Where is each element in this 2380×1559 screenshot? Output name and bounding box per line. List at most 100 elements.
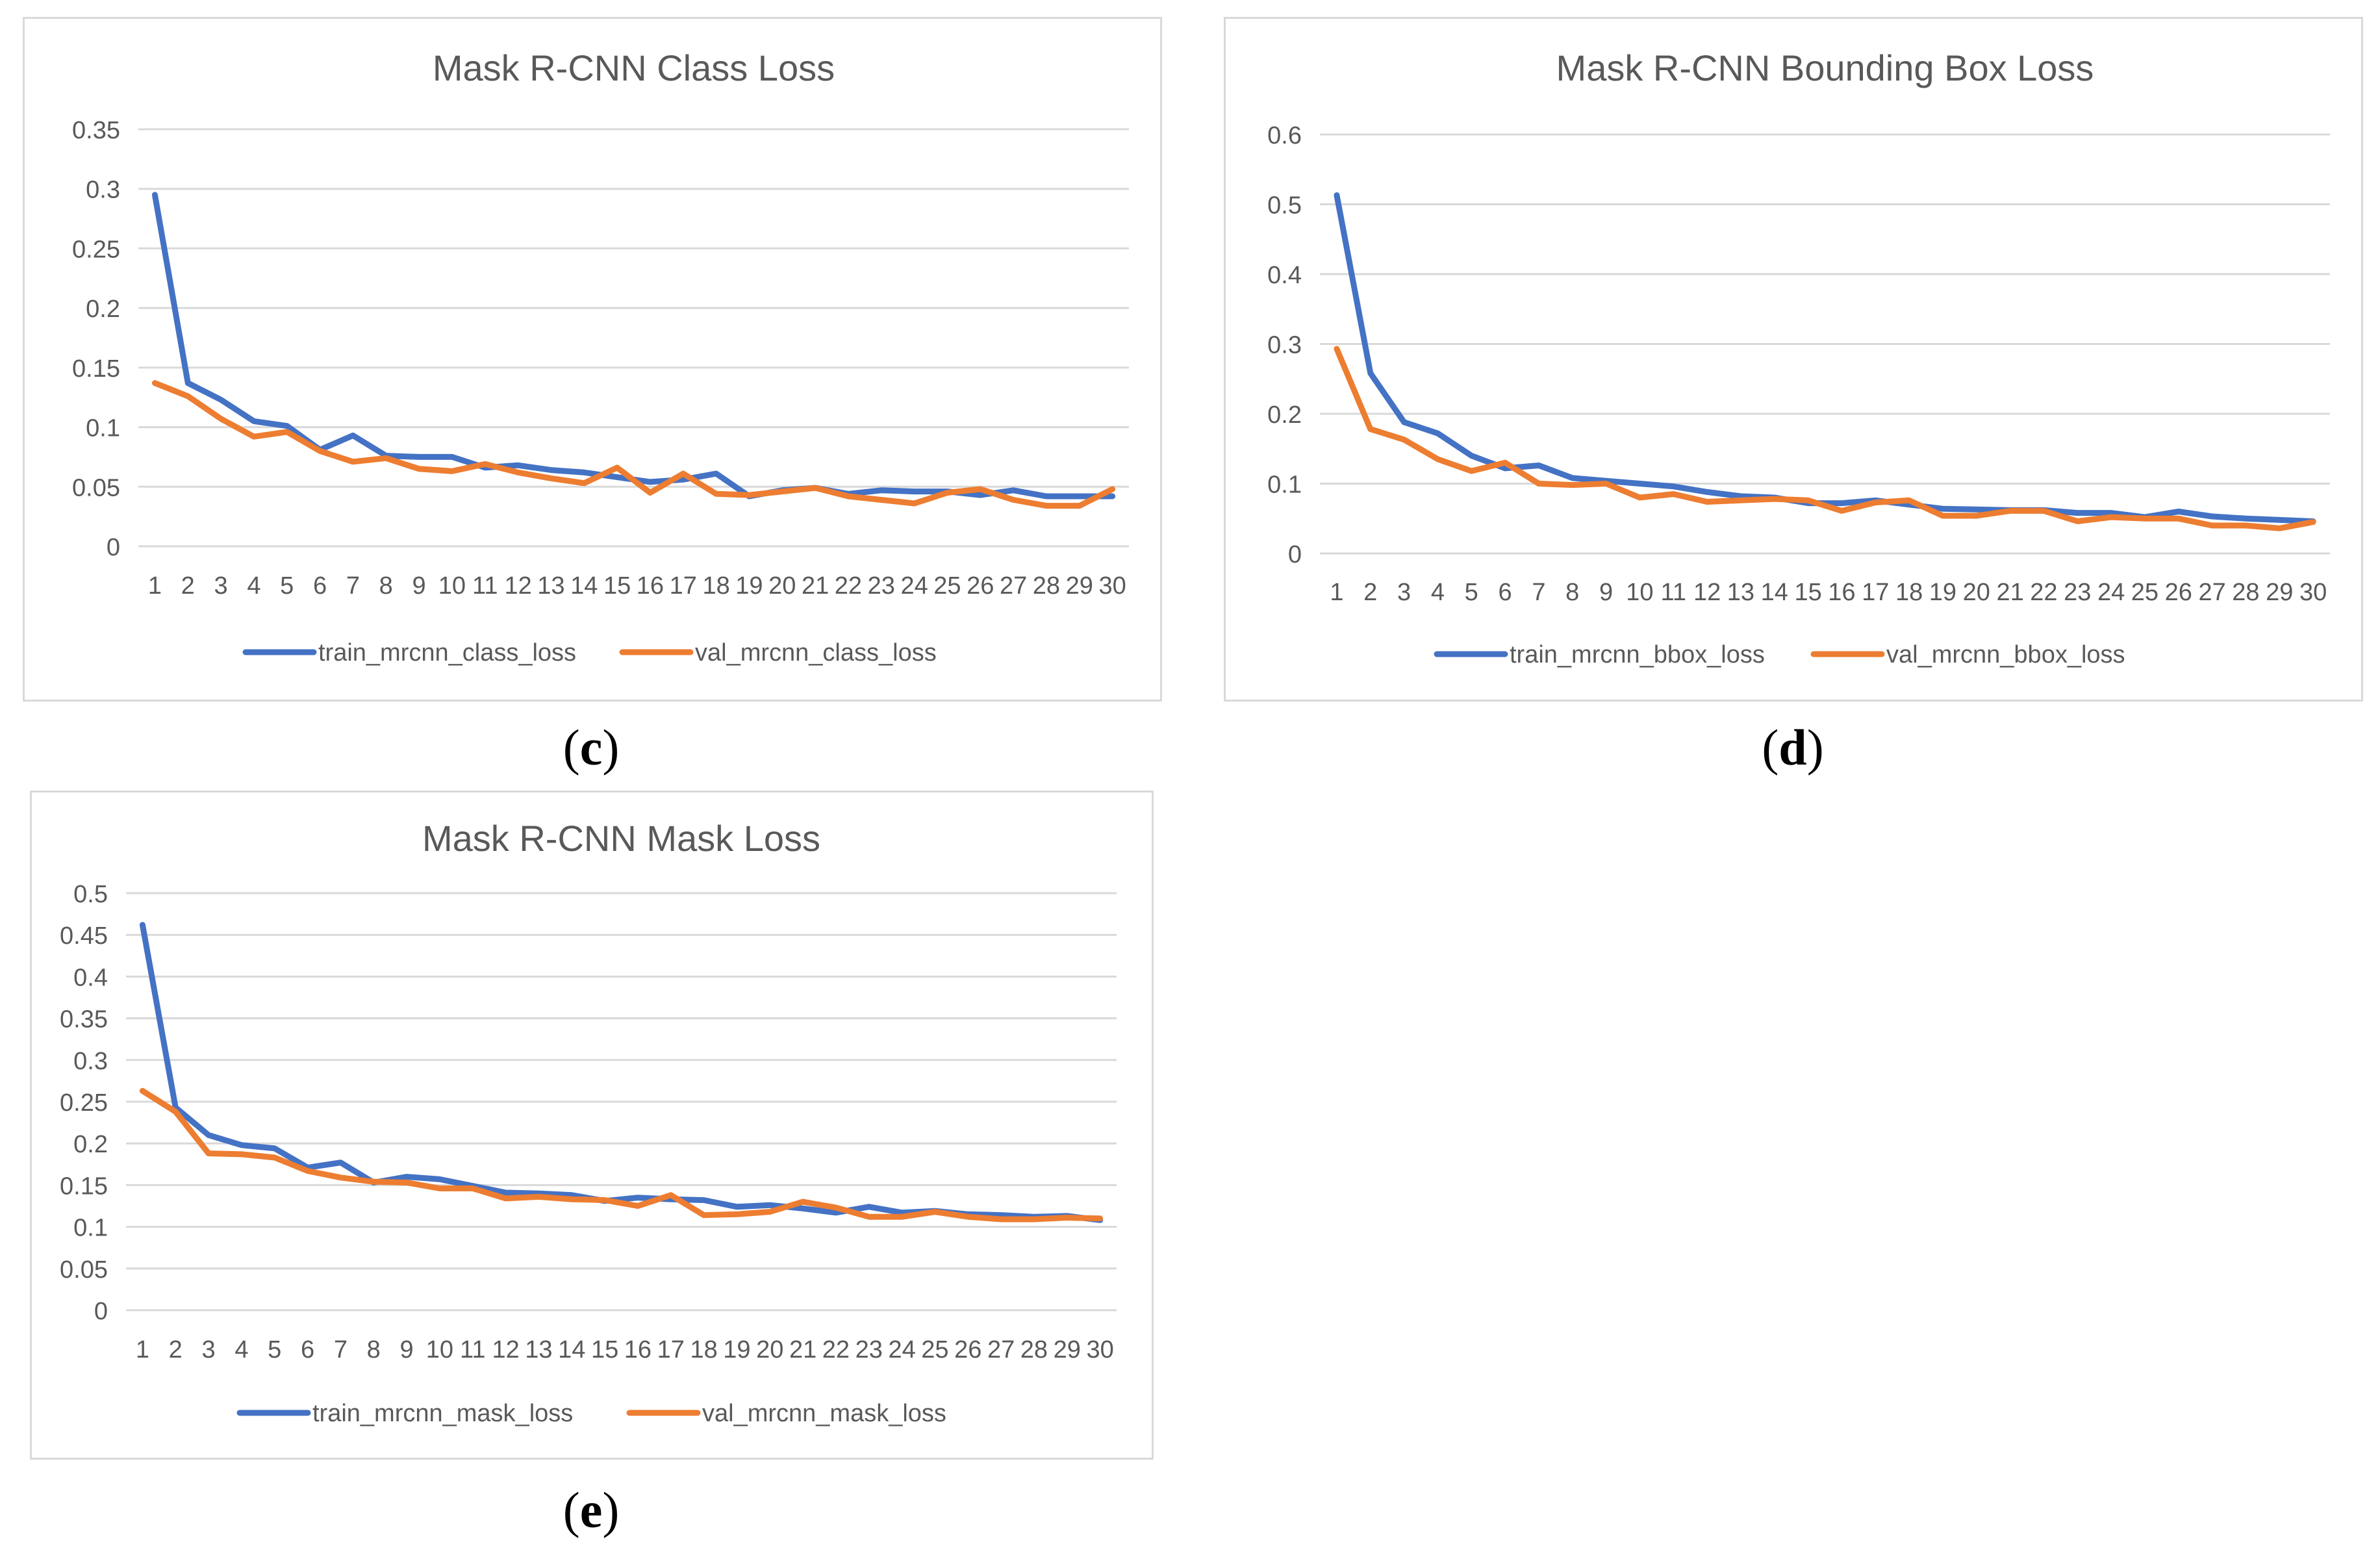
chart-title: Mask R-CNN Class Loss — [433, 47, 835, 88]
x-tick-label: 18 — [1895, 579, 1923, 606]
x-tick-label: 21 — [1996, 579, 2023, 606]
y-tick-label: 0.1 — [73, 1215, 108, 1242]
x-tick-label: 20 — [768, 572, 796, 600]
x-tick-label: 27 — [1000, 572, 1027, 600]
y-tick-label: 0.5 — [73, 881, 108, 908]
x-tick-label: 29 — [1066, 572, 1093, 600]
x-tick-label: 13 — [1727, 579, 1754, 606]
x-tick-label: 12 — [492, 1336, 519, 1363]
y-tick-label: 0.3 — [1267, 332, 1302, 359]
y-tick-label: 0 — [1288, 541, 1302, 568]
y-tick-label: 0.45 — [60, 922, 108, 950]
x-tick-label: 10 — [1626, 579, 1653, 606]
caption-d: (d) — [1762, 719, 1824, 776]
x-tick-label: 22 — [2030, 579, 2057, 606]
x-tick-label: 6 — [301, 1336, 314, 1363]
x-tick-label: 17 — [657, 1336, 685, 1363]
x-tick-label: 25 — [2131, 579, 2158, 606]
x-tick-label: 24 — [888, 1336, 915, 1363]
chart-title: Mask R-CNN Bounding Box Loss — [1556, 47, 2094, 88]
x-tick-label: 22 — [822, 1336, 850, 1363]
x-tick-label: 28 — [1033, 572, 1060, 600]
y-tick-label: 0.2 — [73, 1131, 108, 1158]
legend-label: train_mrcnn_class_loss — [318, 639, 576, 666]
legend-label: train_mrcnn_bbox_loss — [1510, 641, 1765, 668]
x-tick-label: 30 — [1098, 572, 1126, 600]
x-tick-label: 5 — [280, 572, 294, 600]
series-line-val_mrcnn_class_loss — [151, 380, 1116, 509]
chart-title: Mask R-CNN Mask Loss — [422, 818, 820, 859]
x-tick-label: 16 — [1828, 579, 1855, 606]
x-tick-label: 20 — [756, 1336, 783, 1363]
caption-c: (c) — [563, 719, 620, 776]
x-tick-label: 14 — [570, 572, 598, 600]
x-tick-label: 5 — [1465, 579, 1478, 606]
x-tick-label: 2 — [181, 572, 195, 600]
x-tick-label: 1 — [148, 572, 162, 600]
x-tick-label: 22 — [835, 572, 862, 600]
legend-label: val_mrcnn_class_loss — [695, 639, 937, 666]
y-tick-label: 0.25 — [60, 1089, 108, 1117]
y-tick-label: 0.6 — [1267, 122, 1302, 149]
y-tick-label: 0 — [94, 1298, 108, 1325]
x-tick-label: 29 — [1054, 1336, 1081, 1363]
x-tick-label: 30 — [1086, 1336, 1113, 1363]
x-tick-label: 13 — [525, 1336, 552, 1363]
x-tick-label: 9 — [412, 572, 426, 600]
chart-svg-class-loss: Mask R-CNN Class Loss 0 0.05 0.1 0.15 0.2 0.25… — [72, 47, 1129, 666]
y-tick-label: 0.2 — [1267, 401, 1302, 429]
x-tick-label: 28 — [2232, 579, 2259, 606]
chart-svg-mask-loss: Mask R-CNN Mask Loss 0 0.05 0.1 0.15 0.2 0.25 0… — [60, 818, 1117, 1427]
y-tick-label: 0.35 — [60, 1006, 108, 1033]
x-tick-label: 15 — [591, 1336, 618, 1363]
x-tick-label: 26 — [2165, 579, 2192, 606]
x-tick-label: 15 — [1794, 579, 1821, 606]
x-tick-label: 1 — [1330, 579, 1343, 606]
x-tick-label: 14 — [1761, 579, 1788, 606]
series-line-train_mrcnn_bbox_loss — [1334, 192, 2316, 524]
x-tick-label: 8 — [1565, 579, 1579, 606]
y-tick-label: 0.4 — [1267, 262, 1302, 289]
x-tick-label: 18 — [690, 1336, 717, 1363]
y-tick-label: 0.15 — [72, 355, 120, 383]
x-tick-label: 6 — [313, 572, 327, 600]
x-tick-label: 26 — [954, 1336, 981, 1363]
x-tick-label: 17 — [670, 572, 697, 600]
x-tick-label: 23 — [855, 1336, 883, 1363]
y-tick-label: 0.2 — [86, 296, 120, 323]
x-tick-label: 9 — [1599, 579, 1613, 606]
x-tick-label: 28 — [1020, 1336, 1048, 1363]
legend-label: val_mrcnn_bbox_loss — [1886, 641, 2125, 668]
legend-label: train_mrcnn_mask_loss — [312, 1400, 573, 1427]
x-tick-label: 3 — [1397, 579, 1411, 606]
y-tick-label: 0.1 — [86, 415, 120, 442]
x-tick-label: 5 — [268, 1336, 281, 1363]
x-tick-label: 8 — [367, 1336, 381, 1363]
series-line-train_mrcnn_mask_loss — [139, 922, 1104, 1223]
series-line-val_mrcnn_bbox_loss — [1334, 346, 2316, 531]
x-tick-label: 13 — [537, 572, 564, 600]
x-tick-label: 16 — [637, 572, 664, 600]
legend-label: val_mrcnn_mask_loss — [702, 1400, 946, 1427]
x-tick-label: 4 — [234, 1336, 248, 1363]
x-tick-label: 7 — [1532, 579, 1545, 606]
x-tick-label: 21 — [802, 572, 829, 600]
y-tick-label: 0.15 — [60, 1172, 108, 1200]
x-tick-label: 9 — [400, 1336, 414, 1363]
x-tick-label: 27 — [987, 1336, 1015, 1363]
y-tick-label: 0.3 — [73, 1048, 108, 1075]
x-tick-label: 27 — [2198, 579, 2225, 606]
x-tick-label: 11 — [1661, 579, 1686, 606]
x-tick-label: 25 — [921, 1336, 948, 1363]
x-tick-label: 30 — [2299, 579, 2327, 606]
y-tick-label: 0.05 — [72, 474, 120, 501]
x-tick-label: 24 — [2097, 579, 2125, 606]
x-tick-label: 19 — [723, 1336, 750, 1363]
x-tick-label: 1 — [136, 1336, 149, 1363]
y-tick-label: 0 — [107, 534, 120, 561]
x-tick-label: 7 — [346, 572, 360, 600]
chart-panel-bbox-loss: Mask R-CNN Bounding Box Loss 0 0.1 0.2 0.3 0.… — [1224, 17, 2363, 702]
x-tick-label: 19 — [1929, 579, 1956, 606]
x-tick-label: 10 — [438, 572, 466, 600]
x-tick-label: 3 — [214, 572, 228, 600]
